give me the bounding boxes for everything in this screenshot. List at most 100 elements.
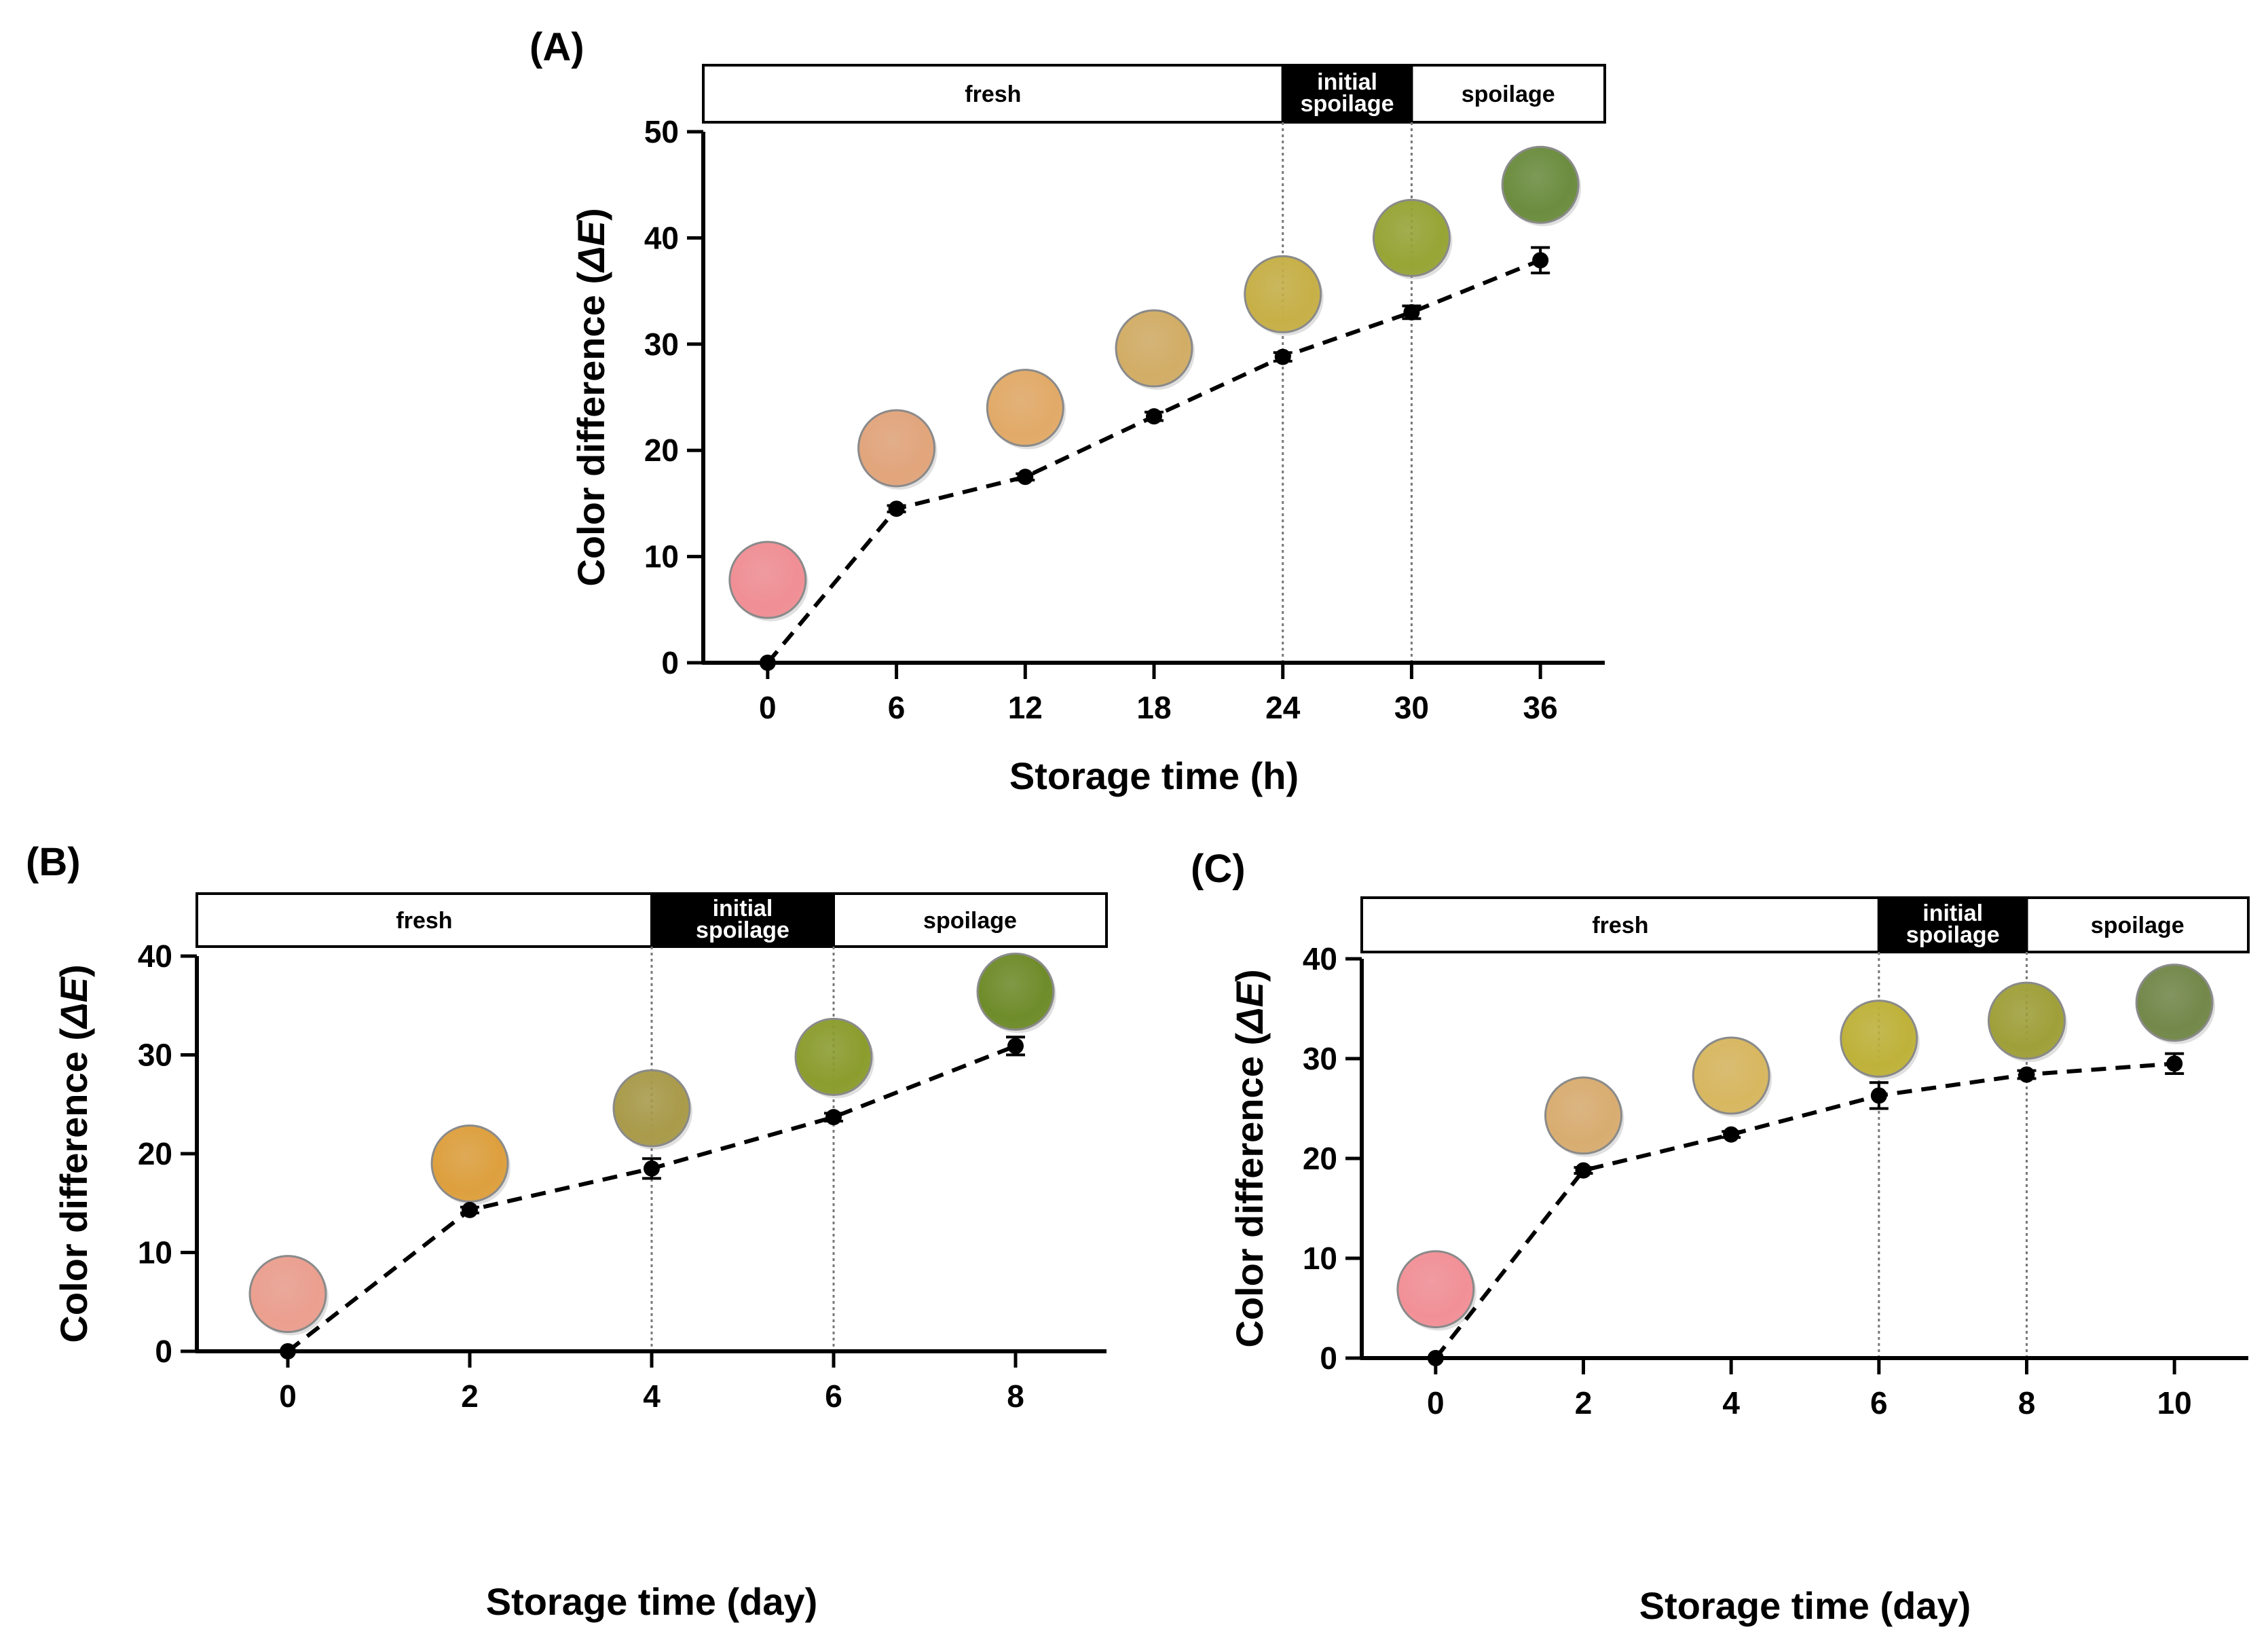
color-swatch <box>1988 981 2066 1060</box>
color-swatch <box>1544 1076 1622 1155</box>
x-tick-label: 10 <box>2157 1385 2192 1421</box>
y-axis-label: Color difference (ΔE) <box>1228 969 1271 1347</box>
x-axis-label: Storage time (h) <box>1009 754 1299 797</box>
data-point <box>644 1160 660 1177</box>
data-point <box>280 1343 296 1359</box>
phase-box <box>1360 896 1880 953</box>
data-point <box>759 655 776 671</box>
panel-label: (A) <box>529 25 584 69</box>
data-point <box>1575 1162 1592 1179</box>
phase-label: initial <box>1317 69 1377 95</box>
y-axis-label-symbol: ΔE <box>52 976 95 1029</box>
color-swatch <box>986 369 1064 447</box>
y-tick-label: 30 <box>644 327 679 362</box>
x-tick-label: 2 <box>1575 1385 1593 1421</box>
y-axis-label: Color difference (ΔE) <box>52 964 95 1342</box>
y-axis-label-end: ) <box>570 208 612 221</box>
color-swatch <box>1840 1000 1918 1078</box>
x-tick-label: 12 <box>1008 690 1043 725</box>
x-tick-label: 4 <box>643 1378 661 1414</box>
color-swatch <box>794 1017 873 1096</box>
x-tick-label: 4 <box>1722 1385 1740 1421</box>
x-tick-label: 0 <box>759 690 777 725</box>
data-point <box>1723 1126 1740 1143</box>
data-point <box>1870 1087 1887 1104</box>
color-swatch <box>1692 1036 1770 1115</box>
data-point <box>2166 1055 2183 1072</box>
panel-label: (B) <box>26 840 81 884</box>
data-point <box>825 1109 842 1126</box>
y-axis-label-main: Color difference ( <box>570 272 612 587</box>
x-tick-label: 8 <box>2018 1385 2036 1421</box>
data-point <box>1427 1350 1444 1366</box>
phase-label: initial <box>1922 900 1983 926</box>
data-point <box>1403 304 1420 321</box>
x-tick-label: 6 <box>1870 1385 1888 1421</box>
phase-label: spoilage <box>1906 922 2000 948</box>
x-tick-label: 18 <box>1136 690 1171 725</box>
y-axis-label-end: ) <box>52 964 95 977</box>
phase-box <box>702 64 1284 124</box>
phase-label: spoilage <box>696 917 789 943</box>
phase-box <box>832 892 1108 948</box>
y-tick-label: 20 <box>1303 1141 1337 1176</box>
phase-label: fresh <box>1592 913 1648 938</box>
data-point <box>1274 348 1291 365</box>
y-tick-label: 10 <box>138 1235 172 1270</box>
y-tick-label: 0 <box>661 645 679 680</box>
x-tick-label: 0 <box>279 1378 297 1414</box>
color-swatch <box>612 1069 691 1148</box>
series-line <box>1434 1061 2175 1359</box>
color-swatch <box>430 1124 509 1203</box>
y-tick-label: 40 <box>1303 941 1337 976</box>
data-point <box>1007 1038 1024 1055</box>
phase-label: fresh <box>965 81 1021 107</box>
x-tick-label: 8 <box>1007 1378 1024 1414</box>
phase-box <box>1281 64 1413 124</box>
color-swatch <box>2135 964 2214 1042</box>
data-point <box>1146 408 1162 425</box>
data-point <box>1532 252 1549 269</box>
phase-box <box>1410 64 1606 124</box>
panel-c: (C) fresh initial spoilage spoilage 0 10 20 30 4… <box>1154 815 2268 1646</box>
data-point <box>888 500 905 517</box>
y-axis-label-symbol: ΔE <box>1228 981 1271 1034</box>
phase-box <box>1877 896 2028 953</box>
y-tick-label: 0 <box>1320 1340 1337 1376</box>
y-axis-label-end: ) <box>1228 969 1271 982</box>
color-swatch <box>976 952 1055 1031</box>
x-tick-label: 30 <box>1394 690 1429 725</box>
x-axis-label: Storage time (day) <box>1639 1584 1971 1627</box>
y-tick-label: 30 <box>1303 1041 1337 1076</box>
x-tick-label: 6 <box>888 690 906 725</box>
y-tick-label: 10 <box>1303 1241 1337 1276</box>
panel-a: (A) fresh initial spoilage spoilage 0 10 20 30 4… <box>0 0 2268 815</box>
y-tick-label: 30 <box>138 1038 172 1073</box>
phase-label: initial <box>713 896 773 921</box>
y-axis-label-symbol: ΔE <box>570 219 612 273</box>
phase-label: spoilage <box>1462 81 1555 107</box>
color-swatch <box>728 541 807 619</box>
y-tick-label: 40 <box>138 938 172 974</box>
x-axis-label: Storage time (day) <box>486 1580 818 1623</box>
data-point <box>1017 469 1034 486</box>
panel-b: (B) fresh initial spoilage spoilage 0 10 20 30 4… <box>0 815 1134 1646</box>
y-axis-label-main: Color difference ( <box>52 1028 95 1343</box>
color-swatch <box>1501 145 1580 224</box>
data-point <box>462 1201 478 1218</box>
color-swatch <box>1115 309 1193 388</box>
color-swatch <box>1244 255 1322 333</box>
y-tick-label: 40 <box>644 220 679 255</box>
color-swatch <box>1396 1250 1475 1329</box>
x-tick-label: 36 <box>1523 690 1558 725</box>
x-tick-label: 0 <box>1427 1385 1445 1421</box>
phase-box <box>650 892 835 948</box>
y-axis-label: Color difference (ΔE) <box>570 208 612 586</box>
y-tick-label: 50 <box>644 114 679 149</box>
phase-label: spoilage <box>2091 913 2185 938</box>
y-tick-label: 20 <box>138 1136 172 1171</box>
y-tick-label: 0 <box>155 1334 172 1369</box>
